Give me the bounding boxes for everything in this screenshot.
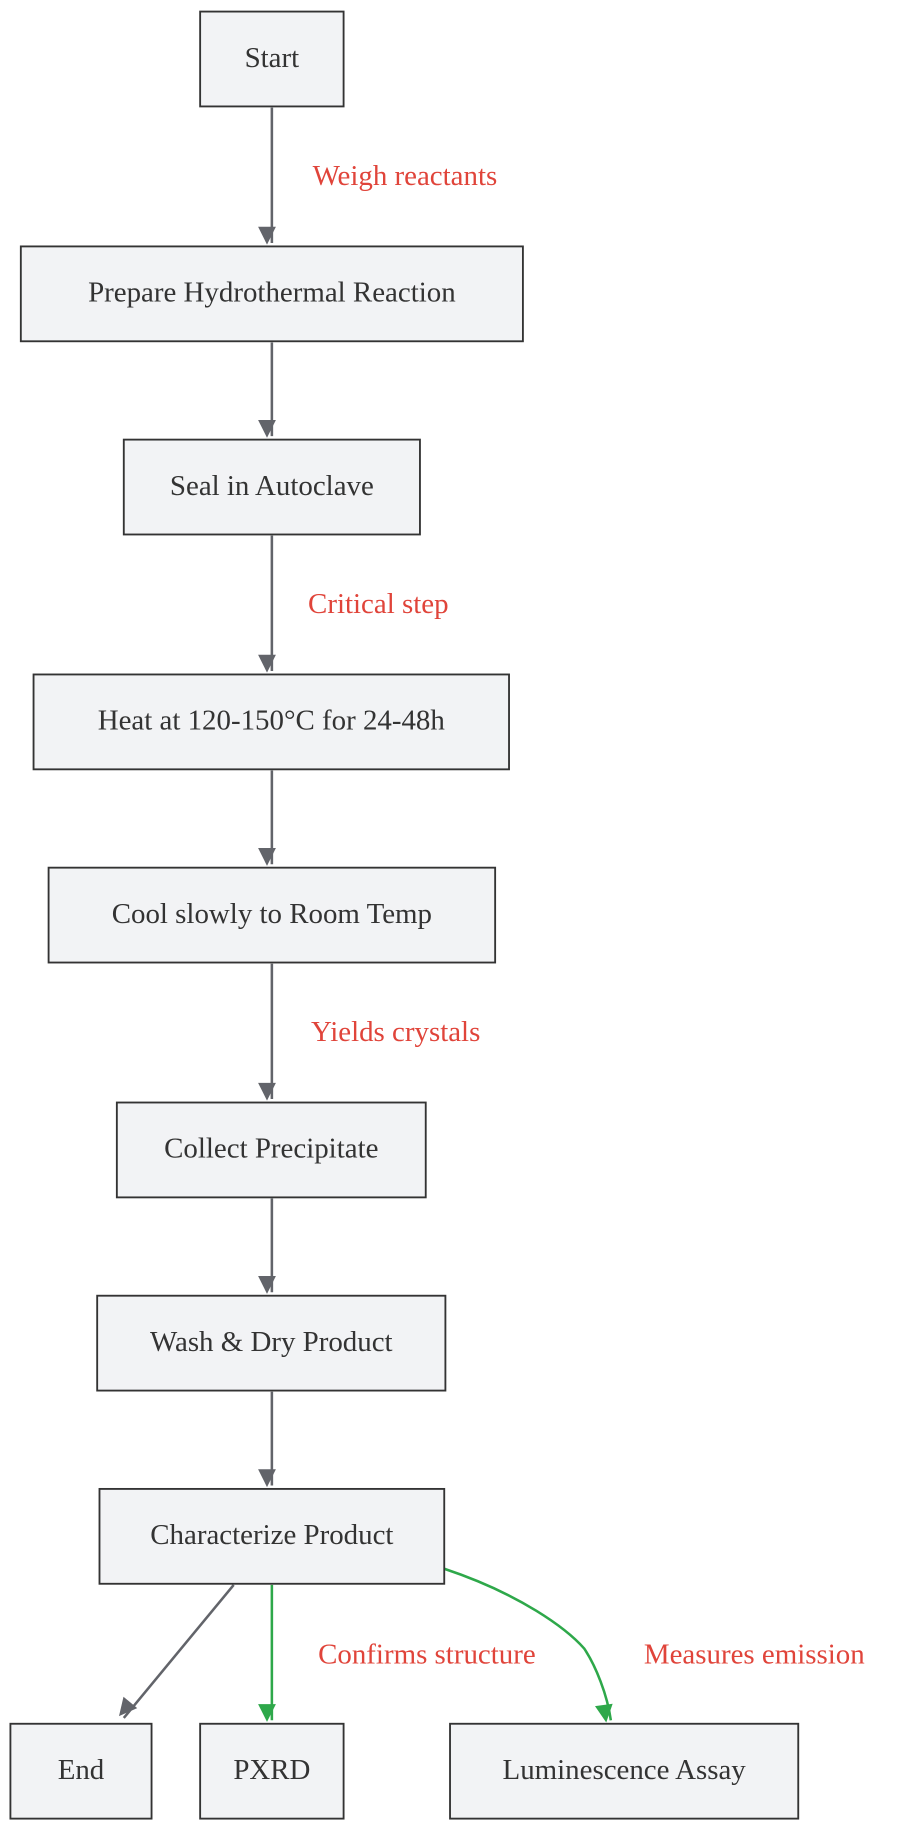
- node-box: [98, 1487, 446, 1585]
- edge-label: Weigh reactants: [313, 160, 498, 192]
- edge-label: Yields crystals: [311, 1016, 480, 1048]
- node-box: [19, 245, 524, 343]
- node-box: [47, 866, 497, 964]
- node-box: [122, 438, 421, 536]
- node-box: [199, 1722, 345, 1820]
- node-label: Collect Precipitate: [164, 1133, 378, 1165]
- node-label: Characterize Product: [150, 1519, 393, 1551]
- node-box: [9, 1722, 153, 1820]
- node-label: Luminescence Assay: [503, 1754, 747, 1786]
- edge-label: Confirms structure: [318, 1638, 536, 1670]
- node-label: Start: [245, 42, 300, 74]
- node-box: [115, 1101, 427, 1199]
- node-label: Seal in Autoclave: [170, 470, 374, 502]
- node-label: Cool slowly to Room Temp: [112, 898, 432, 930]
- node-box: [449, 1722, 800, 1820]
- edge-label: Critical step: [308, 588, 448, 620]
- diagram-body: Start Prepare Hydrothermal Reaction Seal i…: [9, 10, 865, 1820]
- node-box: [199, 10, 345, 108]
- edge-arrow: [443, 1567, 613, 1723]
- edge-label: Measures emission: [644, 1638, 865, 1670]
- node-label: Heat at 120-150°C for 24-48h: [98, 705, 446, 737]
- node-label: End: [58, 1754, 105, 1786]
- edge-arrow: [119, 1584, 235, 1719]
- node-label: PXRD: [233, 1754, 310, 1786]
- node-label: Wash & Dry Product: [150, 1326, 393, 1358]
- node-box: [96, 1294, 447, 1392]
- node-box: [32, 673, 510, 771]
- node-label: Prepare Hydrothermal Reaction: [88, 277, 456, 309]
